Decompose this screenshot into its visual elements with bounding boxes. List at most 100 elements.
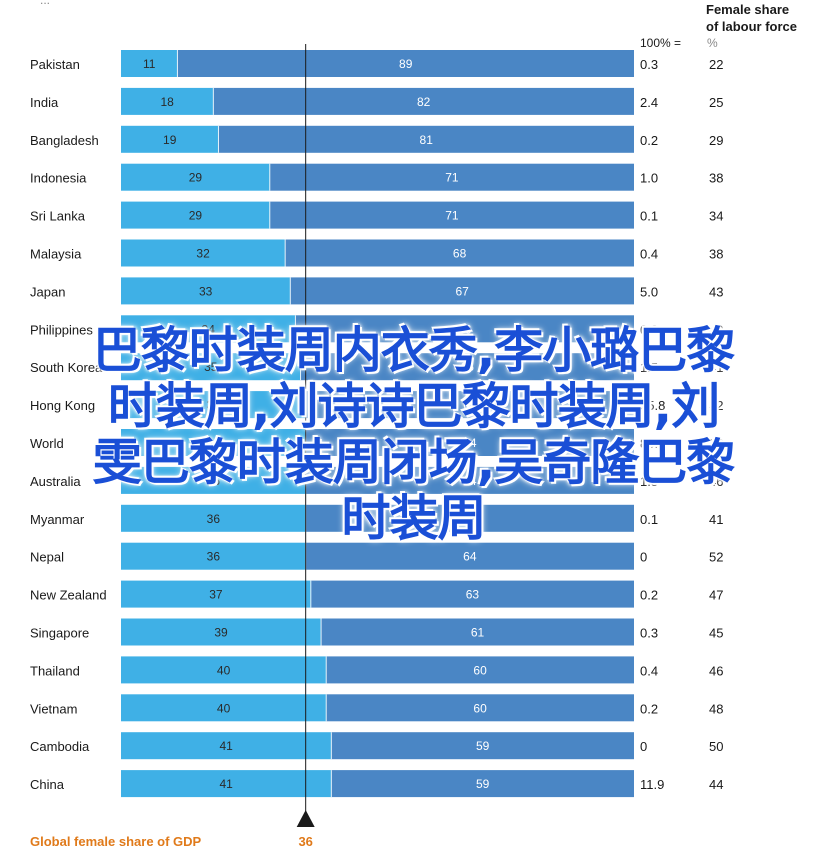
gdp-value: 0.3 [640, 626, 658, 641]
female-labour-value: 45 [709, 626, 723, 641]
female-labour-header-line-1: Female share [706, 2, 789, 17]
country-label: Hong Kong [30, 398, 95, 413]
female-share-bar [121, 694, 327, 722]
female-share-value: 32 [196, 247, 210, 261]
female-share-value: 36 [207, 512, 221, 526]
male-share-value: 66 [458, 322, 472, 336]
overlay-text: 巴黎时装周内衣秀,李小璐巴黎 时装周,刘诗诗巴黎时装周,刘 雯巴黎时装周闭场,吴… [16, 323, 811, 547]
female-share-bar [121, 125, 219, 153]
gdp-value: 1.0 [640, 171, 658, 186]
male-share-bar [305, 504, 634, 532]
gdp-header-label: 100% = [640, 36, 681, 50]
female-share-value: 29 [189, 171, 203, 185]
male-share-value: 64 [463, 436, 477, 450]
gdp-value: 0.3 [640, 57, 658, 72]
male-share-value: 61 [471, 626, 485, 640]
male-share-bar [331, 732, 634, 760]
male-share-value: 64 [463, 474, 477, 488]
female-share-bar [121, 391, 306, 419]
female-share-value: 41 [219, 777, 233, 791]
female-share-bar [121, 50, 178, 77]
male-share-value: 67 [455, 284, 469, 298]
male-share-value: 71 [445, 171, 459, 185]
country-label: Bangladesh [30, 133, 99, 148]
female-share-bar [121, 656, 327, 684]
bar-row: Hong Kong 36 64 25.8 42 [30, 391, 723, 419]
country-label: China [30, 777, 65, 792]
bar-row: Bangladesh 19 81 0.2 29 [30, 125, 723, 153]
female-share-bar [121, 277, 291, 305]
bar-row: Thailand 40 60 0.4 46 [30, 656, 723, 684]
bar-row: World 36 64 80.2 38 [30, 429, 723, 456]
bar-row: China 41 59 11.9 44 [30, 770, 723, 798]
female-labour-value: 29 [709, 133, 723, 148]
male-share-bar [305, 391, 634, 419]
male-share-bar [310, 580, 634, 608]
male-share-value: 71 [445, 209, 459, 223]
marker-triangle [296, 810, 315, 827]
male-share-bar [213, 87, 634, 115]
gdp-value: 0 [640, 550, 647, 565]
male-share-bar [326, 656, 634, 684]
female-share-bar [121, 163, 270, 191]
female-share-bar [121, 466, 306, 494]
female-share-value: 37 [209, 588, 223, 602]
overlay-line-2: 时装周,刘诗诗巴黎时装周,刘 [107, 378, 720, 435]
female-labour-value: 22 [709, 57, 723, 72]
gdp-value: 0.2 [640, 133, 658, 148]
female-labour-value: 44 [709, 777, 723, 792]
female-labour-value: 46 [709, 474, 723, 489]
female-share-value: 36 [207, 398, 221, 412]
female-labour-value: 48 [709, 701, 723, 716]
gdp-value: 1.5 [640, 474, 658, 489]
male-share-bar [269, 163, 634, 191]
female-share-bar [121, 87, 214, 115]
male-share-bar [269, 201, 634, 229]
bar-row: Malaysia 32 68 0.4 38 [30, 239, 723, 267]
gdp-value: 0 [640, 739, 647, 754]
male-share-bar [331, 770, 634, 798]
male-share-bar [300, 353, 634, 381]
bar-row: South Korea 35 65 1.5 41 [30, 353, 723, 381]
female-share-value: 36 [207, 474, 221, 488]
gdp-value: 25.8 [640, 398, 665, 413]
country-label: Singapore [30, 626, 89, 641]
country-label: Japan [30, 284, 65, 299]
gdp-value: 0.1 [640, 512, 658, 527]
bar-row: Philippines 34 66 0.3 40 [30, 315, 723, 343]
male-share-value: 64 [463, 550, 477, 564]
country-label: Vietnam [30, 701, 77, 716]
overlay-line-3: 雯巴黎时装周闭场,吴奇隆巴黎 [92, 434, 736, 491]
gdp-value: 2.4 [640, 95, 658, 110]
bar-rows: Pakistan 11 89 0.3 22 India 18 82 2.4 25 Banglades… [30, 50, 723, 798]
gdp-value: 0.2 [640, 701, 658, 716]
gdp-value: 0.1 [640, 209, 658, 224]
global-marker: 36 Global female share of GDP [30, 44, 315, 849]
female-labour-value: 41 [709, 360, 723, 375]
male-share-bar [305, 429, 634, 456]
male-share-bar [177, 50, 634, 77]
male-share-bar [295, 315, 634, 343]
gdp-value: 0.3 [640, 322, 658, 337]
female-share-value: 33 [199, 284, 213, 298]
male-share-bar [218, 125, 634, 153]
country-label: Sri Lanka [30, 209, 86, 224]
female-share-value: 40 [217, 701, 231, 715]
female-share-value: 18 [160, 95, 174, 109]
overlay-line-4: 时装周 [341, 490, 486, 547]
female-labour-value: 47 [709, 588, 723, 603]
male-share-value: 64 [463, 512, 477, 526]
gdp-value: 5.0 [640, 284, 658, 299]
female-share-bar [121, 504, 306, 532]
female-share-bar [121, 542, 306, 570]
bar-row: India 18 82 2.4 25 [30, 87, 723, 115]
male-share-value: 64 [463, 398, 477, 412]
country-label: Nepal [30, 550, 64, 565]
gdp-value: 11.9 [640, 777, 664, 792]
gdp-value: 0.4 [640, 663, 658, 678]
female-share-value: 36 [207, 550, 221, 564]
bar-row: Sri Lanka 29 71 0.1 34 [30, 201, 723, 229]
bar-row: Japan 33 67 5.0 43 [30, 277, 723, 305]
country-label: India [30, 95, 59, 110]
